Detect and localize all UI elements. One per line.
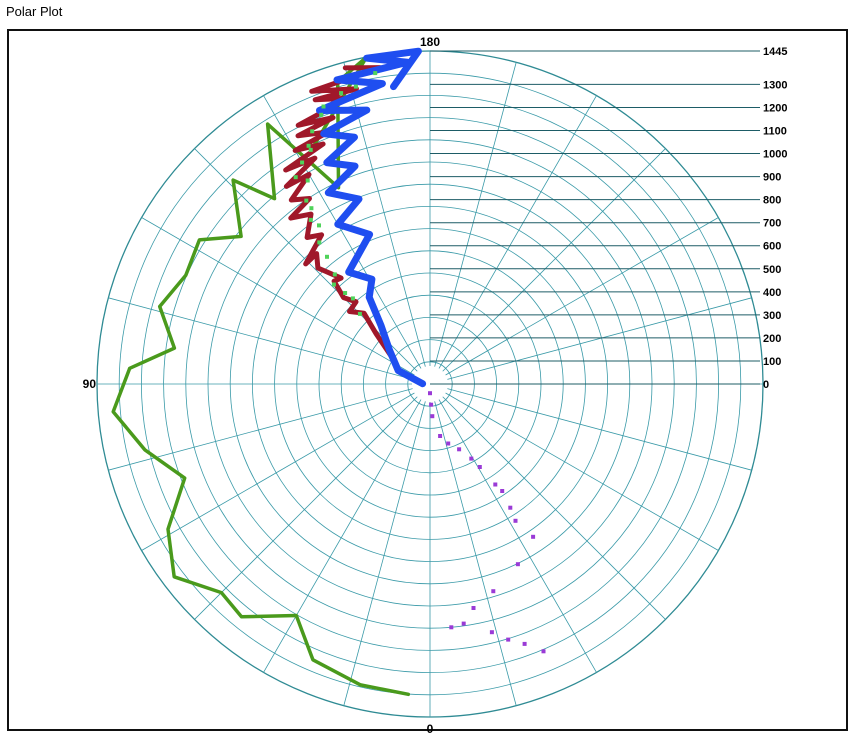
series-purple_dots-point xyxy=(449,625,454,630)
radial-tick-label: 1300 xyxy=(763,79,787,91)
series-purple_dots-point xyxy=(506,637,511,642)
series-green_dots-point xyxy=(309,206,314,211)
series-green_dots-point xyxy=(325,254,329,259)
polar-grid xyxy=(96,50,764,718)
series-blue-line xyxy=(316,47,427,388)
radial-tick-label: 300 xyxy=(763,310,781,322)
series-green_dots-point xyxy=(305,178,310,183)
grid-spoke xyxy=(434,62,517,367)
series-purple_dots-point xyxy=(428,391,432,396)
series-purple_dots-point xyxy=(461,621,466,626)
radial-tick-label: 1100 xyxy=(763,126,787,138)
series-green-line xyxy=(111,55,411,697)
grid-spoke xyxy=(263,95,422,369)
series-purple_dots-point xyxy=(446,441,451,446)
grid-spoke xyxy=(438,399,597,673)
data-series xyxy=(111,47,546,697)
series-purple_dots-point xyxy=(531,534,536,539)
series-green_dots-point xyxy=(353,84,358,89)
grid-spoke xyxy=(447,297,752,380)
series-purple_dots-point xyxy=(522,641,527,646)
series-green_dots-point xyxy=(300,160,305,165)
series-green_dots-point xyxy=(317,240,322,245)
series-green_dots-point xyxy=(331,282,336,287)
series-red-line xyxy=(283,65,426,387)
radial-tick-label: 400 xyxy=(763,287,781,299)
series-green_dots-point xyxy=(306,143,311,148)
series-green_dots-point xyxy=(308,147,313,152)
radial-tick-label: 800 xyxy=(763,195,781,207)
series-purple_dots-point xyxy=(541,649,546,654)
series-green_dots-point xyxy=(343,291,348,295)
angle-label-90: 90 xyxy=(83,377,97,391)
series-green_dots-point xyxy=(332,272,337,277)
grid-spoke xyxy=(442,148,666,372)
grid-spoke xyxy=(141,217,415,376)
series-purple_dots-point xyxy=(500,489,505,493)
series-purple_dots-point xyxy=(477,465,482,469)
series-purple_dots-point xyxy=(469,456,474,461)
grid-spoke xyxy=(445,217,719,376)
radial-tick-label: 1200 xyxy=(763,102,787,114)
grid-spoke xyxy=(442,396,666,620)
series-green_dots-point xyxy=(319,112,324,117)
series-purple_dots-point xyxy=(429,402,434,407)
series-green_dots-point xyxy=(357,311,362,316)
grid-spoke xyxy=(434,401,517,706)
radial-tick-label: 1000 xyxy=(763,149,787,161)
grid-spoke xyxy=(263,399,422,673)
series-green_dots-point xyxy=(317,223,321,228)
series-purple_dots-point xyxy=(489,630,494,635)
series-green_dots-point xyxy=(304,198,309,203)
radial-tick-label: 700 xyxy=(763,218,781,230)
series-green_dots-point xyxy=(310,129,315,134)
series-purple_dots-point xyxy=(457,447,462,452)
series-green_dots-point xyxy=(339,91,344,96)
radial-tick-label: 500 xyxy=(763,264,781,276)
series-green_dots-point xyxy=(293,175,298,180)
radial-tick-label: 600 xyxy=(763,241,781,253)
window-title: Polar Plot xyxy=(6,4,63,19)
grid-spoke xyxy=(343,401,426,706)
grid-spoke xyxy=(108,388,413,471)
radial-tick-label: 200 xyxy=(763,333,781,345)
grid-spoke xyxy=(438,95,597,369)
angle-label-0: 0 xyxy=(427,722,434,736)
series-purple_dots-point xyxy=(471,606,476,610)
radial-ticks: 1445130012001100100090080070060050040030… xyxy=(430,46,787,391)
series-purple_dots-point xyxy=(491,589,496,594)
grid-spoke xyxy=(194,396,418,620)
radial-tick-label: 0 xyxy=(763,379,769,391)
grid-spoke xyxy=(141,392,415,551)
radial-tick-label: 900 xyxy=(763,172,781,184)
radial-tick-label: 1445 xyxy=(763,46,787,58)
series-green_dots-point xyxy=(321,104,326,109)
series-green_dots-point xyxy=(350,296,355,301)
grid-spoke xyxy=(108,297,413,380)
series-green_dots-point xyxy=(308,217,313,222)
grid-spoke xyxy=(445,392,719,551)
series-purple_dots-point xyxy=(515,562,520,567)
series-purple_dots-point xyxy=(513,518,518,523)
series-purple_dots-point xyxy=(508,505,513,510)
grid-spoke xyxy=(447,388,752,471)
series-purple_dots-point xyxy=(438,434,443,438)
angle-label-180: 180 xyxy=(420,35,440,49)
series-green_dots-point xyxy=(373,71,378,76)
series-purple_dots-point xyxy=(493,482,498,487)
radial-tick-label: 100 xyxy=(763,356,781,368)
series-purple_dots-point xyxy=(430,414,435,419)
plot-frame xyxy=(7,29,848,731)
